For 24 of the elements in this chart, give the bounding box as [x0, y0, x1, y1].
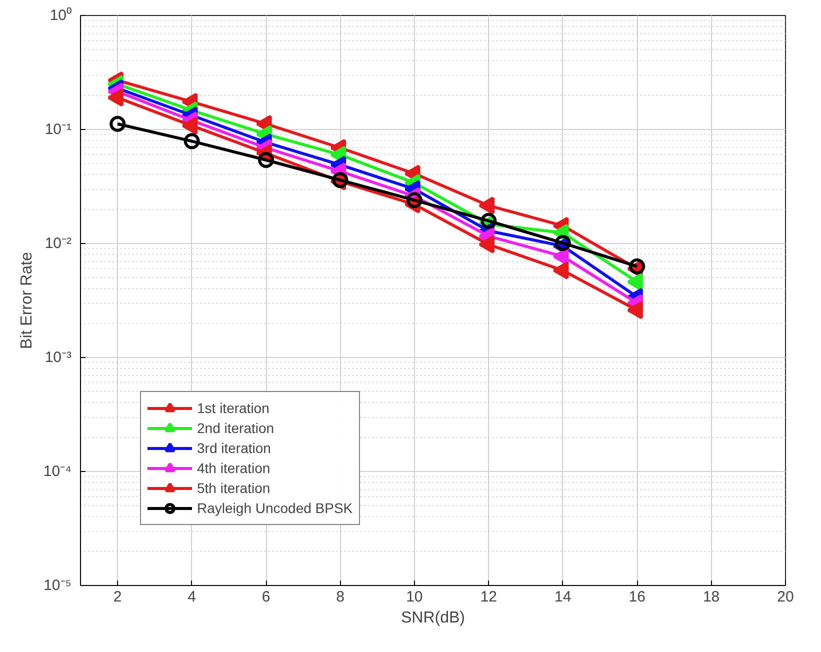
x-tick-label: 14	[554, 588, 572, 606]
y-tick-label: 10⁻²	[44, 235, 72, 252]
y-axis-title: Bit Error Rate	[18, 252, 36, 349]
x-tick-label: 4	[188, 588, 196, 606]
y-tick-label: 10⁻⁴	[43, 463, 72, 480]
x-tick-label: 12	[480, 588, 498, 606]
x-tick-label: 2	[113, 588, 122, 606]
x-axis-title: SNR(dB)	[400, 610, 466, 626]
legend-label: 5th iteration	[197, 479, 270, 497]
y-tick-label: 10⁻¹	[44, 121, 72, 138]
legend-label: 3rd iteration	[197, 439, 271, 457]
y-tick-label: 10⁻³	[44, 349, 72, 366]
x-tick-label: 16	[628, 588, 646, 606]
legend-label: 2nd iteration	[197, 419, 274, 437]
y-tick-label: 10⁰	[50, 7, 72, 24]
legend-label: Rayleigh Uncoded BPSK	[197, 499, 353, 517]
y-tick-label: 10⁻⁵	[44, 577, 72, 594]
legend-label: 1st iteration	[197, 399, 270, 417]
x-tick-label: 8	[336, 588, 344, 606]
x-tick-label: 18	[702, 588, 720, 606]
x-tick-label: 6	[262, 588, 270, 606]
legend-label: 4th iteration	[197, 459, 270, 477]
x-tick-label: 10	[406, 588, 423, 606]
x-tick-label: 20	[777, 588, 794, 606]
